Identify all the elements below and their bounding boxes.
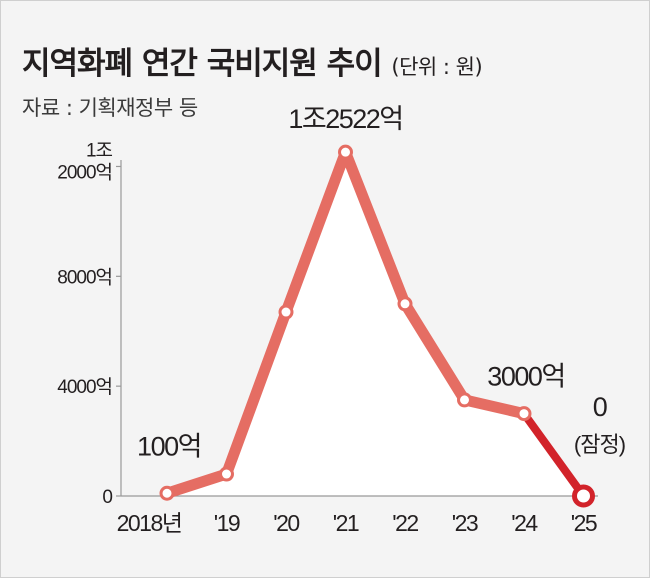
y-tick-label: 1조 2000억 [57,140,112,183]
area-fill [167,152,584,496]
x-tick-label: '23 [452,510,478,536]
data-point [338,144,353,160]
provisional-segment [520,409,588,500]
x-tick-label: '24 [511,510,538,536]
data-point [278,304,294,320]
data-point [457,392,472,408]
y-tick-label: 8000억 [57,266,112,288]
x-tick-label: '20 [273,510,299,536]
data-label: 3000억 [487,362,564,392]
source-note: 자료 : 기획재정부 등 [22,96,198,120]
data-point [572,484,595,508]
y-tick-label: 4000억 [57,376,112,398]
x-tick-label: '21 [333,510,359,536]
x-tick-label: 2018년 [117,510,182,536]
chart-title: 지역화폐 연간 국비지원 추이 (단위 : 원) [22,38,483,83]
data-point [397,296,413,312]
data-point [516,406,532,422]
unit-label: (단위 : 원) [391,55,483,79]
title-text: 지역화폐 연간 국비지원 추이 [22,46,383,82]
data-point [159,485,175,501]
data-label: 100억 [137,431,201,461]
x-tick-label: '22 [392,510,418,536]
data-label: 1조2522억 [288,104,402,134]
x-tick-label: '25 [571,510,597,536]
x-tick-label: '19 [214,510,240,536]
y-tick-label: 0 [102,487,112,508]
data-point [219,466,234,482]
data-label: 0 [593,392,607,422]
data-label-note: (잠정) [574,432,625,457]
